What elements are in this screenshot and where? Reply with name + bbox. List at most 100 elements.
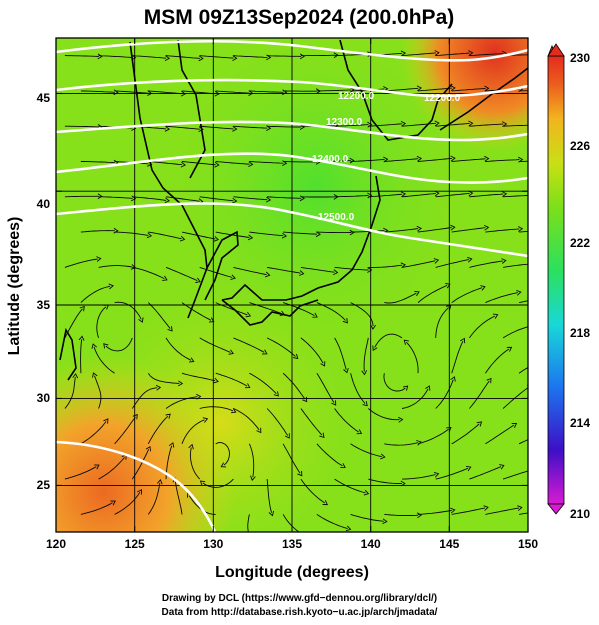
streamline-arrowhead [349,157,355,164]
streamline-arrowhead [228,349,234,355]
x-tick-label: 150 [518,537,538,551]
graticule [56,38,528,532]
streamline [249,90,284,93]
streamline [519,231,528,233]
streamline [469,380,490,409]
streamline [181,231,216,240]
x-tick-labels: 120 125 130 135 140 145 150 [46,537,538,551]
streamline-arrowhead [468,50,474,56]
streamline-arrowhead [103,343,109,349]
streamline-arrowhead [179,235,186,242]
streamline [266,408,289,436]
streamline-arrowhead [356,429,363,435]
streamline [188,495,216,515]
streamline [174,480,183,515]
streamline [334,408,360,433]
streamline [451,158,486,162]
streamline-arrowhead [137,489,142,495]
streamline [384,228,419,233]
streamline [131,387,158,409]
streamline-arrowhead [320,361,326,367]
streamline [132,196,167,201]
streamline [401,474,436,480]
streamline-arrowhead [230,407,237,414]
colorbar-tick-label: 218 [570,326,590,340]
streamline [233,55,268,58]
streamline [64,195,99,198]
streamline-arrowhead [416,440,422,446]
streamline-arrowhead [484,85,490,92]
streamline [249,231,284,237]
streamline-arrowhead [372,345,378,351]
streamline-arrowhead [213,236,220,242]
streamline [368,123,403,127]
streamline-arrowhead [256,427,262,434]
streamline [267,55,302,57]
streamline-arrowhead [460,337,466,344]
streamline-arrowhead [198,55,204,62]
streamline-arrowhead [445,283,451,289]
streamline-arrowhead [343,367,349,374]
streamline-arrowhead [499,464,505,470]
streamline [519,90,528,92]
coast-shikoku-kyushu [221,299,319,326]
streamline [147,482,161,515]
contour-line [56,152,528,184]
plot-title: MSM 09Z13Sep2024 (200.0hPa) [144,6,455,29]
streamline [199,55,234,59]
streamline-arrowhead [232,125,238,132]
streamline-arrowhead [416,512,423,519]
streamline-arrowhead [213,377,219,384]
streamline-arrowhead [434,190,440,197]
contour-line [56,39,528,62]
streamline [266,337,296,357]
streamline-arrowhead [138,317,144,323]
streamline [233,125,268,129]
streamline [350,159,385,162]
streamline-arrowhead [516,289,522,296]
streamline [469,123,504,127]
streamline-arrowhead [331,400,337,406]
streamline [417,509,452,515]
streamline [350,443,382,458]
streamline [114,492,141,515]
streamline [518,367,528,374]
streamline-arrowhead [465,465,472,472]
streamline [165,196,200,202]
coast-kurils [439,67,528,131]
streamline-arrowhead [333,269,339,276]
streamline-arrowhead [97,53,103,60]
streamline [485,159,520,162]
streamline [165,337,192,361]
y-tick-labels: 25 30 35 40 45 [37,91,51,492]
streamline-arrowhead [284,433,290,439]
streamline [282,443,301,474]
streamline-arrowhead [363,489,370,496]
streamline-arrowhead [434,50,440,56]
streamline [435,52,470,57]
streamline [267,196,302,199]
streamline [181,419,205,444]
streamline-arrowhead [305,535,310,540]
coast-korea-west [204,230,239,301]
streamline-arrowhead [91,343,97,349]
streamline [165,266,198,282]
streamline [316,443,343,467]
streamline-arrowhead [147,160,153,167]
streamline [64,376,76,409]
streamline [165,125,200,130]
streamline [147,302,171,329]
streamline [233,196,268,201]
streamline [181,302,212,321]
streamline [519,300,528,304]
streamline-arrowhead [92,372,98,378]
streamline [94,375,102,409]
streamline-arrowhead [414,290,420,297]
streamline-arrowhead [146,232,153,239]
streamline-arrowhead [265,271,271,278]
streamline [469,53,504,57]
streamline-arrowhead [511,423,518,428]
streamline-arrowhead [517,226,524,232]
y-tick-label: 25 [37,478,51,492]
streamline-arrowhead [189,357,195,363]
